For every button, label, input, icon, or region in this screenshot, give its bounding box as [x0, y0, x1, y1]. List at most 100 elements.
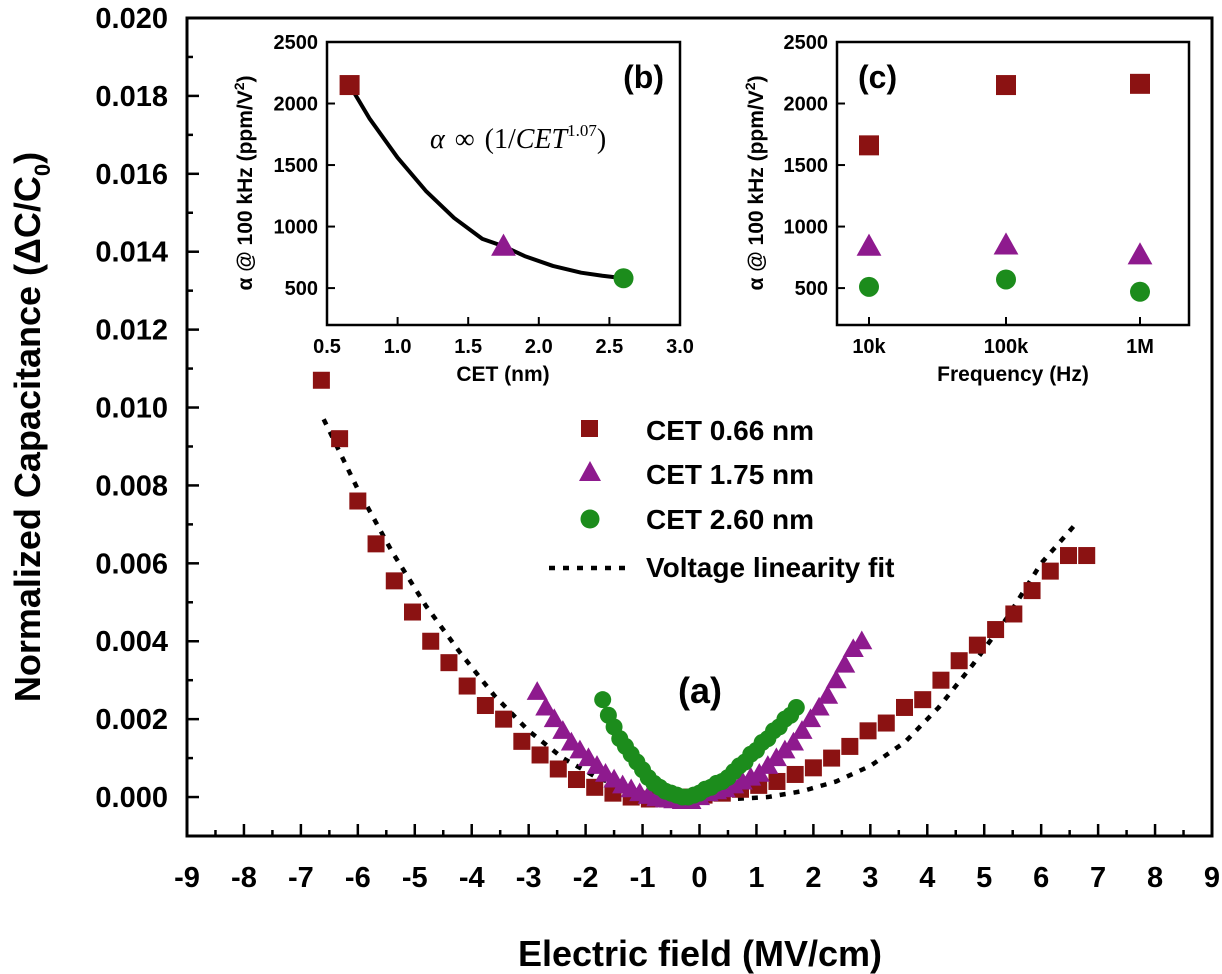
inset-b: 0.5 1.0 1.5 2.0 2.5 3.0 500 1000 1500 2000 2500 (b…: [231, 32, 694, 386]
main-cet-0-66-nm-point-14: [568, 771, 585, 789]
main-cet-1-75-nm-point-32: [800, 708, 822, 728]
main-cet-0-66-nm-point-5: [404, 603, 421, 621]
main-x-tick-label: 7: [1090, 862, 1106, 894]
inset-c-y-tick-label: 1000: [784, 217, 829, 239]
inset-b-frame: [325, 40, 682, 327]
main-plot: -9 -8 -7 -6 -5 -4 -3 -2 -1 0 1 2 3 4 5 6 7 8 9 0.000 0.002 0.…: [7, 3, 1220, 974]
main-x-tick-label: 1: [748, 862, 764, 894]
main-x-tick-label: -1: [630, 862, 656, 894]
main-x-tick-label: -7: [288, 862, 314, 894]
main-cet-1-75-nm-point-3: [552, 720, 574, 739]
inset-c-tick-labels: 10k 100k 1M 500 1000 1500 2000 2500: [784, 32, 1154, 358]
inset-b-y-axis-label: α @ 100 kHz (ppm/V2): [231, 75, 257, 290]
main-x-axis-label: Electric field (MV/cm): [518, 933, 882, 974]
main-cet-0-66-nm-point-38: [1005, 605, 1023, 623]
inset-c-x-tick-label: 100k: [984, 336, 1029, 358]
main-cet-1-75-nm-point-31: [791, 720, 813, 739]
main-x-tick-label: -9: [174, 862, 200, 894]
main-cet-0-66-nm-point-28: [823, 749, 841, 767]
main-cet-0-66-nm-point-4: [385, 572, 403, 590]
main-cet-1-75-nm-point-34: [817, 685, 839, 704]
panel-label-a: (a): [678, 670, 722, 711]
inset-c-cet-1-75-nm-point-2: [1127, 242, 1153, 265]
main-cet-0-66-nm-point-0: [312, 371, 330, 389]
main-cet-0-66-nm-point-10: [495, 710, 513, 728]
main-cet-1-75-nm-point-33: [808, 696, 830, 716]
inset-c-data-points: [856, 73, 1153, 302]
main-y-tick-label: 0.008: [95, 470, 168, 502]
main-x-tick-label: -5: [402, 862, 428, 894]
inset-c-y-axis-label: α @ 100 kHz (ppm/V2): [742, 75, 768, 290]
main-cet-0-66-nm-point-35: [950, 652, 968, 670]
main-x-tick-label: 2: [805, 862, 821, 894]
inset-c-cet-1-75-nm-point-0: [856, 233, 882, 256]
main-cet-1-75-nm-point-1: [535, 696, 557, 716]
inset-b-x-tick-label: 3.0: [666, 336, 694, 358]
main-cet-2-60-nm-point-0: [594, 691, 612, 709]
main-cet-0-66-nm-point-6: [422, 632, 440, 650]
main-cet-0-66-nm-point-33: [914, 691, 932, 709]
main-cet-0-66-nm-point-30: [859, 722, 877, 740]
inset-b-x-tick-label: 2.5: [595, 336, 623, 358]
main-cet-0-66-nm-point-41: [1060, 547, 1077, 565]
legend-marker-cet-260: [580, 509, 600, 529]
inset-b-cet-0-66-nm-point-0: [339, 75, 360, 96]
main-cet-0-66-nm-point-1: [331, 430, 349, 448]
panel-label-b: (b): [623, 59, 664, 95]
inset-c-y-tick-label: 2500: [784, 32, 829, 54]
legend-label-cet-066: CET 0.66 nm: [646, 415, 814, 446]
main-cet-0-66-nm-point-25: [768, 772, 786, 790]
main-cet-0-66-nm-point-3: [367, 535, 385, 553]
legend-label-cet-175: CET 1.75 nm: [646, 459, 814, 490]
inset-c-x-axis-label: Frequency (Hz): [937, 363, 1089, 386]
main-cet-1-75-nm-point-35: [825, 669, 847, 689]
inset-b-x-tick-label: 0.5: [313, 336, 341, 358]
main-cet-0-66-nm-point-36: [968, 636, 986, 654]
main-cet-1-75-nm-point-2: [543, 708, 565, 728]
inset-c-y-tick-label: 2000: [784, 94, 829, 116]
main-cet-0-66-nm-point-42: [1078, 547, 1096, 565]
main-x-tick-label: -8: [231, 862, 257, 894]
legend: CET 0.66 nm CET 1.75 nm CET 2.60 nm Volt…: [549, 415, 894, 583]
main-y-tick-label: 0.012: [95, 315, 168, 347]
inset-b-cet-2-60-nm-point-0: [613, 268, 634, 289]
main-cet-0-66-nm-point-32: [896, 698, 913, 716]
legend-marker-cet-066: [581, 420, 598, 437]
legend-marker-cet-175: [579, 461, 601, 481]
inset-b-x-axis-label: CET (nm): [456, 363, 549, 386]
main-series-cet-2-60-nm: [594, 691, 805, 806]
main-x-tick-label: -6: [345, 862, 371, 894]
main-y-tick-label: 0.010: [95, 393, 168, 425]
main-cet-0-66-nm-point-29: [841, 737, 859, 755]
main-x-tick-label: -2: [573, 862, 599, 894]
main-axis-tick-labels: -9 -8 -7 -6 -5 -4 -3 -2 -1 0 1 2 3 4 5 6 7 8 9 0.000 0.002 0.…: [95, 3, 1220, 894]
inset-b-x-tick-label: 2.0: [525, 336, 553, 358]
inset-b-y-tick-label: 1000: [274, 217, 319, 239]
main-y-tick-label: 0.000: [95, 782, 168, 814]
main-cet-0-66-nm-point-9: [476, 697, 494, 715]
main-cet-0-66-nm-point-34: [932, 671, 950, 689]
inset-c-y-tick-label: 1500: [784, 155, 829, 177]
main-x-tick-label: 4: [919, 862, 935, 894]
main-x-tick-label: 0: [691, 862, 707, 894]
main-cet-0-66-nm-point-31: [877, 714, 895, 732]
main-cet-0-66-nm-point-27: [804, 759, 822, 777]
inset-b-tick-labels: 0.5 1.0 1.5 2.0 2.5 3.0 500 1000 1500 2000 2500: [274, 32, 694, 358]
inset-b-fit-curve: [347, 84, 624, 281]
main-cet-1-75-nm-point-38: [851, 630, 873, 650]
main-x-tick-label: 8: [1147, 862, 1163, 894]
main-y-tick-label: 0.018: [95, 81, 168, 113]
inset-c-cet-2-60-nm-point-1: [996, 269, 1016, 290]
main-cet-1-75-nm-point-36: [834, 653, 856, 673]
inset-b-data-points: [339, 75, 634, 289]
main-cet-0-66-nm-point-8: [458, 677, 476, 695]
main-cet-0-66-nm-point-11: [513, 732, 531, 750]
main-y-tick-label: 0.004: [95, 626, 168, 658]
inset-b-cet-1-75-nm-point-0: [491, 233, 516, 256]
panel-label-c: (c): [858, 59, 897, 95]
main-data-points: [312, 371, 1096, 809]
inset-c-cet-1-75-nm-point-1: [993, 232, 1019, 255]
main-cet-0-66-nm-point-15: [586, 778, 604, 796]
inset-c-y-tick-label: 500: [795, 278, 828, 300]
